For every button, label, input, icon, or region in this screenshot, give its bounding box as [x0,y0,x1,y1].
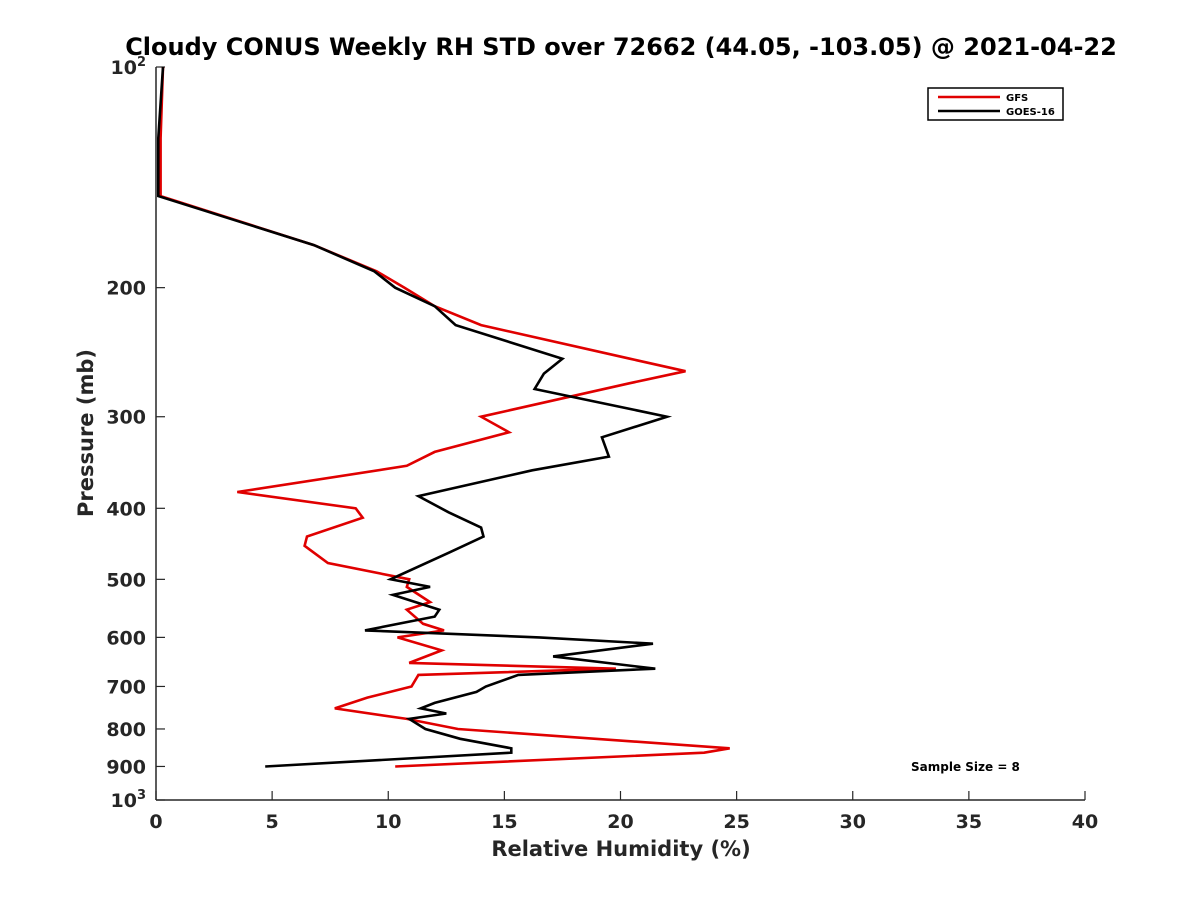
y-axis-label: Pressure (mb) [74,349,98,517]
x-tick-label: 35 [956,811,982,833]
legend-label-gfs: GFS [1006,93,1028,104]
y-tick-label: 800 [106,719,146,741]
legend: GFS GOES-16 [927,87,1064,121]
legend-label-goes16: GOES-16 [1006,107,1055,118]
legend-box [927,87,1064,121]
y-tick-label: 900 [106,756,146,778]
axes: 0 5 10 15 20 25 30 35 40102200300400500600700800… [106,55,1098,833]
y-tick-label: 400 [106,498,146,520]
y-tick-exponent: 3 [137,788,146,803]
x-tick-label: 40 [1072,811,1098,833]
x-tick-label: 20 [607,811,633,833]
x-tick-label: 15 [491,811,517,833]
x-tick-label: 5 [266,811,279,833]
y-tick-label: 200 [106,278,146,300]
sample-size-annotation: Sample Size = 8 [911,760,1020,774]
y-tick-label: 600 [106,627,146,649]
x-tick-label: 10 [375,811,401,833]
x-axis-label: Relative Humidity (%) [491,837,750,861]
y-tick-label: 700 [106,676,146,698]
series-layer [157,66,730,768]
y-tick-label: 500 [106,569,146,591]
chart-title: Cloudy CONUS Weekly RH STD over 72662 (4… [125,33,1117,61]
y-tick-base: 10 [111,57,137,79]
y-tick-label: 300 [106,407,146,429]
x-tick-label: 30 [840,811,866,833]
x-tick-label: 0 [149,811,162,833]
y-tick-label: 103 [111,788,147,812]
series-line-gfs [159,66,730,768]
x-tick-label: 25 [723,811,749,833]
y-tick-label: 102 [111,55,147,79]
series-line-goes16 [157,66,673,768]
y-tick-exponent: 2 [137,55,146,70]
y-tick-base: 10 [111,790,137,812]
